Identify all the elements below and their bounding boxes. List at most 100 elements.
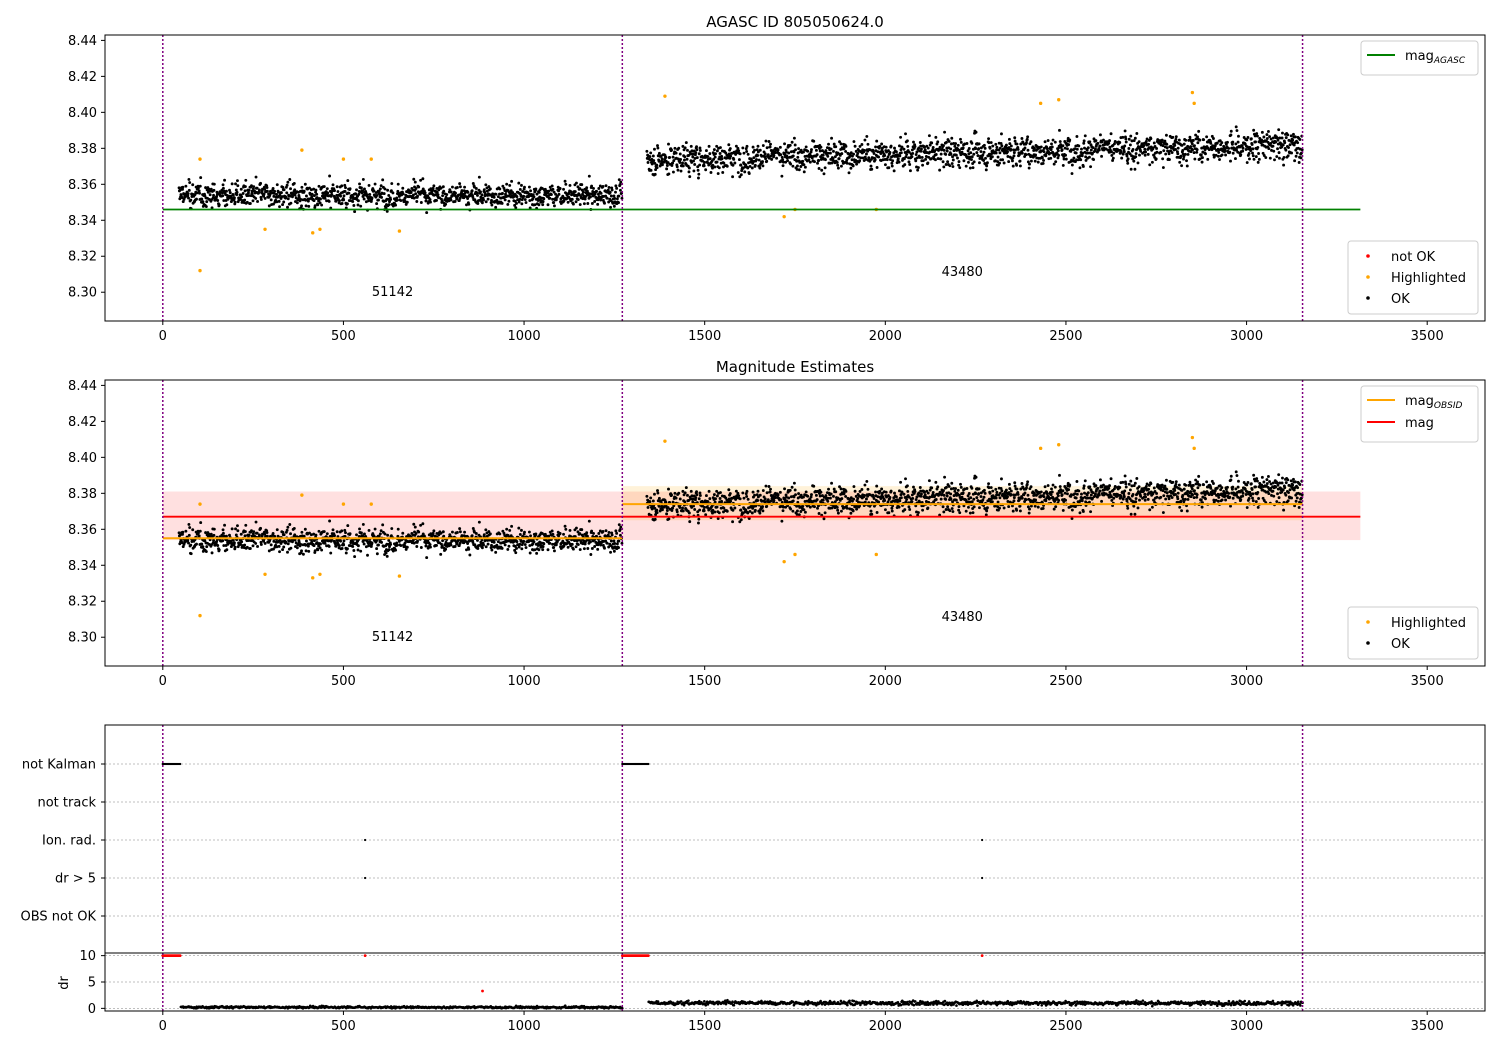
ok-point [508, 183, 512, 187]
ok-point [322, 185, 326, 188]
ok-point [428, 543, 432, 546]
ok-point [1273, 158, 1276, 162]
ok-point [534, 532, 538, 536]
ok-point [736, 171, 740, 175]
ok-point [857, 500, 860, 504]
ok-point [1145, 137, 1149, 141]
ok-point [588, 192, 592, 196]
ok-point [609, 205, 613, 209]
ok-point [719, 146, 722, 149]
ok-point [520, 528, 523, 532]
ok-point [610, 533, 614, 537]
ok-point [1001, 158, 1005, 162]
ok-point [941, 505, 945, 509]
ok-point [355, 188, 358, 192]
ok-point [1197, 129, 1201, 133]
ok-point [966, 149, 970, 153]
ok-point [610, 188, 614, 192]
ok-point [1189, 145, 1193, 149]
ok-point [764, 139, 768, 143]
ok-point [315, 192, 319, 196]
ok-point [1241, 146, 1245, 150]
ok-point [289, 187, 292, 191]
ok-point [442, 534, 446, 538]
ok-point [421, 177, 425, 181]
ok-point [648, 155, 652, 159]
ok-point [583, 197, 587, 201]
ok-point [293, 533, 297, 537]
ok-point [945, 149, 949, 153]
ok-point [1241, 149, 1245, 153]
ok-point [1134, 152, 1138, 155]
ok-point [886, 155, 890, 159]
ok-point [974, 147, 978, 151]
ok-point [495, 543, 499, 547]
ok-point [340, 202, 344, 205]
ok-point [278, 193, 282, 197]
ok-point [650, 507, 654, 511]
ok-point [737, 149, 741, 153]
ok-point [377, 189, 381, 193]
ok-point [667, 517, 671, 521]
ok-point [970, 486, 974, 490]
ok-point [670, 493, 673, 497]
ok-point [1173, 143, 1177, 147]
ok-point [818, 494, 822, 498]
ok-point [1026, 135, 1030, 139]
ok-point [329, 551, 333, 555]
ok-point [744, 508, 748, 512]
ok-point [856, 152, 860, 155]
ok-point [1255, 134, 1259, 138]
ok-point [389, 197, 393, 201]
ok-point [281, 185, 285, 189]
ok-point [259, 526, 263, 530]
ok-point [189, 198, 193, 202]
ok-point [958, 166, 962, 170]
ok-point [842, 492, 846, 496]
ok-point [352, 548, 356, 552]
ok-point [453, 545, 457, 548]
ok-point [1254, 140, 1257, 144]
ok-point [547, 189, 551, 193]
ok-point [830, 136, 834, 140]
ok-point [490, 543, 493, 547]
ok-point [928, 150, 932, 154]
ok-point [1017, 153, 1021, 157]
ok-point [453, 200, 457, 203]
ok-point [799, 493, 803, 497]
ok-point [448, 533, 452, 537]
ok-point [399, 199, 403, 202]
ok-point [796, 500, 800, 504]
ok-point [303, 527, 307, 531]
ok-point [664, 500, 668, 504]
ok-point [385, 554, 389, 558]
ok-point [455, 530, 459, 534]
ok-point [951, 500, 954, 504]
ok-point [1110, 153, 1114, 157]
ok-point [656, 489, 659, 493]
ok-point [665, 167, 669, 171]
ok-point [617, 194, 621, 198]
ok-point [229, 194, 233, 198]
ok-point [830, 506, 834, 510]
ok-point [695, 490, 699, 494]
ok-point [1138, 153, 1141, 157]
ok-point [507, 199, 511, 203]
ok-point [403, 541, 407, 545]
ok-point [697, 517, 701, 521]
ok-point [465, 203, 468, 207]
ok-point [486, 542, 490, 546]
ok-point [908, 507, 912, 511]
ok-point [320, 548, 324, 552]
ok-point [271, 532, 275, 535]
ok-point [715, 149, 719, 153]
ok-point [303, 182, 307, 186]
ok-point [852, 485, 856, 488]
ok-point [958, 511, 962, 515]
ok-point [265, 189, 269, 193]
ok-point [915, 495, 919, 499]
ok-point [864, 157, 868, 161]
ok-point [312, 187, 316, 191]
ok-point [916, 168, 920, 172]
ok-point [689, 489, 693, 493]
